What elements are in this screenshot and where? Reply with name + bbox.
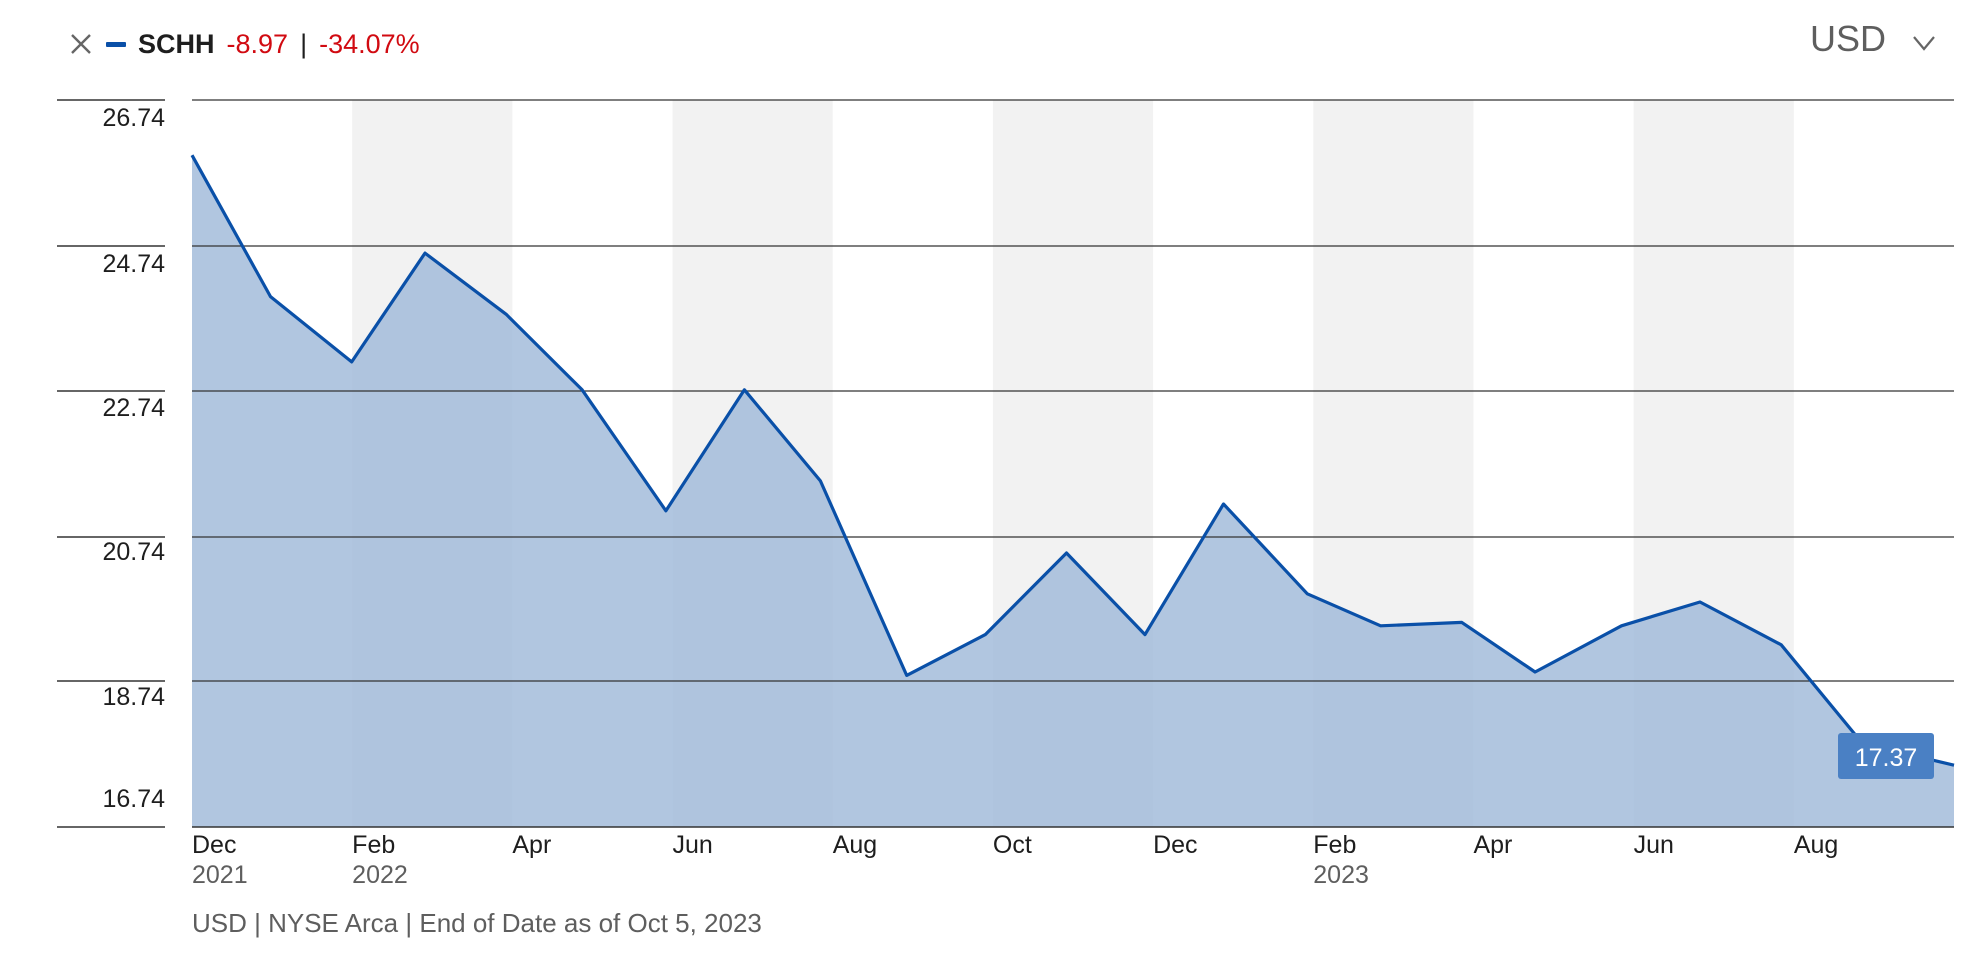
chart-footnote: USD | NYSE Arca | End of Date as of Oct … xyxy=(192,908,762,938)
chevron-down-icon xyxy=(1912,18,1936,60)
last-value-label: 17.37 xyxy=(1838,733,1934,779)
percent-change: -34.07% xyxy=(319,28,420,59)
x-tick-year: 2021 xyxy=(192,861,248,889)
legend-separator: | xyxy=(300,28,308,59)
x-tick-month: Oct xyxy=(993,831,1032,859)
y-tick-label: 22.74 xyxy=(102,394,165,422)
close-icon[interactable] xyxy=(68,31,94,57)
last-value-text: 17.37 xyxy=(1855,744,1918,772)
x-tick-month: Jun xyxy=(673,831,713,859)
price-change: -8.97 xyxy=(226,28,289,59)
y-tick-label: 26.74 xyxy=(102,104,165,132)
y-tick-label: 20.74 xyxy=(102,538,165,566)
x-tick-month: Apr xyxy=(1473,831,1512,859)
x-tick-month: Apr xyxy=(512,831,551,859)
x-tick-month: Feb xyxy=(352,831,395,859)
series-swatch xyxy=(106,41,126,47)
y-tick-label: 18.74 xyxy=(102,683,165,711)
x-tick-month: Jun xyxy=(1634,831,1674,859)
gridlines xyxy=(57,99,1954,828)
last-value-box xyxy=(1838,733,1934,779)
x-tick-month: Feb xyxy=(1313,831,1356,859)
x-tick-month: Dec xyxy=(192,831,236,859)
currency-selector[interactable]: USD xyxy=(1810,18,1936,60)
x-tick-month: Dec xyxy=(1153,831,1197,859)
currency-label: USD xyxy=(1809,18,1886,59)
x-tick-year: 2022 xyxy=(352,861,408,889)
ticker-symbol: SCHH xyxy=(138,28,215,59)
y-tick-label: 24.74 xyxy=(102,250,165,278)
x-tick-year: 2023 xyxy=(1313,861,1369,889)
x-tick-month: Aug xyxy=(1794,831,1838,859)
price-line xyxy=(190,154,1955,767)
x-tick-month: Aug xyxy=(833,831,877,859)
y-tick-label: 16.74 xyxy=(102,785,165,813)
chart-legend: SCHH -8.97 | -34.07% xyxy=(68,26,420,62)
series-line xyxy=(190,154,1955,767)
y-axis-labels: 26.74 24.74 22.74 20.74 18.74 16.74 xyxy=(102,104,165,813)
